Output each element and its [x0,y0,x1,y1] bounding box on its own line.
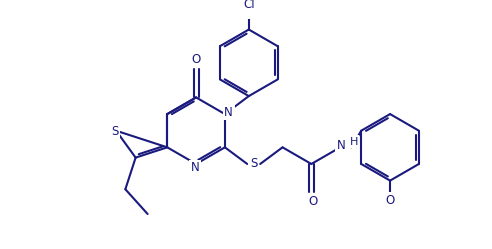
Text: S: S [112,125,119,138]
Text: O: O [385,194,395,207]
Text: O: O [191,53,201,66]
Text: O: O [308,195,318,208]
Text: N: N [224,106,233,119]
Text: H: H [349,137,358,147]
Text: S: S [250,157,257,171]
Text: N: N [337,139,345,152]
Text: N: N [191,161,200,174]
Text: Cl: Cl [243,0,255,10]
